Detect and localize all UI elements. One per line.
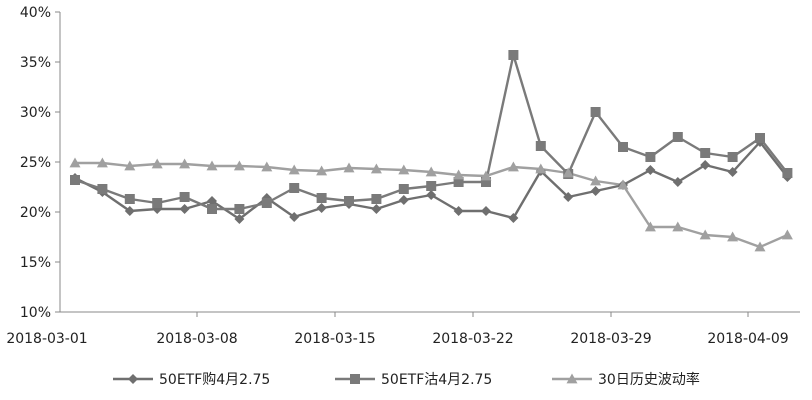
series-1-point (508, 213, 519, 223)
series-1-point (700, 160, 711, 170)
series-2-point (700, 148, 711, 158)
series-3-point (672, 221, 684, 232)
series-2-point (70, 175, 80, 185)
series-2-point (590, 107, 601, 117)
series-2-point (398, 184, 409, 194)
series-1-point (207, 196, 217, 206)
series-3-point (425, 166, 437, 177)
series-3-point (233, 160, 245, 171)
series-3-point (562, 167, 574, 178)
series-3-point (206, 160, 218, 171)
series-2-point (755, 133, 765, 143)
series-3-point (261, 161, 273, 172)
series-2-point (508, 50, 519, 60)
series-1-point (453, 206, 464, 216)
series-2-point (97, 184, 108, 194)
series-1-point (179, 204, 190, 214)
series-1-point (481, 206, 491, 216)
series-3-point (699, 229, 711, 240)
series-1-point (590, 186, 601, 196)
series-2-point (645, 152, 656, 162)
x-tick-label: 2018-03-22 (432, 331, 513, 347)
x-tick-label: 2018-04-09 (707, 331, 788, 347)
series-3-point (151, 158, 163, 169)
series-3-point (507, 161, 519, 172)
y-tick-label: 35% (20, 55, 51, 71)
legend-swatch-marker (566, 373, 578, 384)
series-2-point (727, 152, 738, 162)
series-3-point (370, 163, 382, 174)
series-1-point (398, 195, 409, 205)
series-3-point (535, 163, 547, 174)
legend-swatch-marker (128, 374, 138, 384)
x-tick-label: 2018-03-15 (294, 331, 375, 347)
series-3-point (288, 164, 300, 175)
series-2-point (618, 142, 628, 152)
series-2-point (179, 192, 190, 202)
series-3-point (590, 175, 602, 186)
y-tick-label: 25% (20, 155, 51, 171)
x-tick-label: 2018-03-01 (6, 331, 87, 347)
series-3-point (727, 231, 739, 242)
series-2-point (289, 183, 300, 193)
series-2-point (453, 177, 464, 187)
y-tick-label: 20% (20, 205, 51, 221)
series-3-point (179, 158, 191, 169)
series-1-point (645, 165, 656, 175)
series-3-point (781, 229, 793, 240)
y-tick-label: 15% (20, 255, 51, 271)
series-3-point (617, 179, 629, 190)
x-tick-label: 2018-03-08 (156, 331, 237, 347)
series-1-point (124, 206, 135, 216)
y-tick-label: 30% (20, 105, 51, 121)
series-2-point (234, 204, 245, 214)
y-tick-label: 10% (20, 305, 51, 321)
series-2-point (152, 198, 163, 208)
series-2-point (124, 194, 135, 204)
series-3-point (316, 165, 328, 176)
series-2-point (481, 177, 491, 187)
x-tick-label: 2018-03-29 (570, 331, 651, 347)
series-1-point (727, 167, 738, 177)
legend-label: 50ETF购4月2.75 (159, 372, 270, 388)
legend: 50ETF购4月2.75 50ETF沽4月2.75 30日历史波动率 (113, 371, 700, 388)
y-tick-label: 40% (20, 5, 51, 21)
series-markers (69, 50, 793, 252)
series-3-point (453, 169, 465, 180)
series-1-point (563, 192, 574, 202)
legend-label: 50ETF沽4月2.75 (381, 372, 492, 388)
series-lines (74, 53, 789, 249)
series-1-point (316, 203, 327, 213)
series-3-point (754, 241, 766, 252)
series-2-point (782, 168, 793, 178)
series-3-point (343, 162, 355, 173)
series-2-point (344, 196, 354, 206)
series-3-point (644, 221, 656, 232)
axes: 10% 15% 20% 25% 30% 35% 40% 2018-03-01 2018-03-0… (6, 5, 800, 347)
series-1-point (371, 204, 382, 214)
series-2-point (672, 132, 683, 142)
series-2-point (316, 193, 327, 203)
series-2-point (207, 204, 217, 214)
series-3-point (480, 170, 492, 181)
series-1-point (672, 177, 683, 187)
series-3-point (124, 160, 136, 171)
legend-label: 30日历史波动率 (598, 371, 700, 388)
series-2-point (371, 194, 382, 204)
series-2-point (261, 198, 272, 208)
series-3-point (398, 164, 410, 175)
series-1-point (234, 214, 245, 224)
series-3-point (96, 157, 108, 168)
series-1-point (289, 212, 300, 222)
series-2-point (426, 181, 437, 191)
legend-swatch-marker (350, 374, 360, 384)
series-2-point (535, 141, 546, 151)
series-3-point (69, 157, 81, 168)
series-1-point (426, 190, 437, 200)
